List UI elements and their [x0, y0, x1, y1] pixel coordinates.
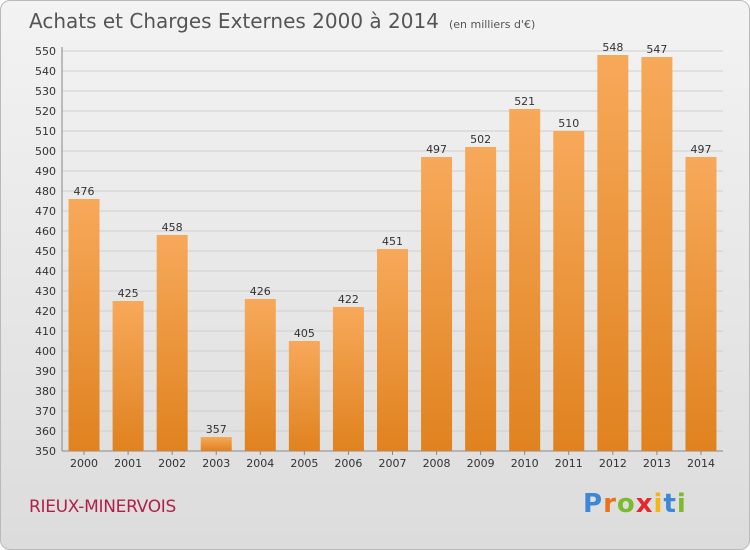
- y-tick-label: 490: [35, 165, 56, 178]
- bar-2004: [244, 299, 276, 451]
- bar-2014: [685, 157, 717, 451]
- x-tick-label-2008: 2008: [423, 457, 451, 470]
- bar-2006: [332, 307, 364, 451]
- value-label-2002: 458: [162, 221, 183, 234]
- x-tick-label-2004: 2004: [246, 457, 274, 470]
- location-label: RIEUX-MINERVOIS: [29, 497, 176, 517]
- value-label-2014: 497: [690, 143, 711, 156]
- bar-2012: [597, 55, 629, 451]
- value-label-2013: 547: [646, 43, 667, 56]
- y-tick-label: 400: [35, 345, 56, 358]
- x-tick-label-2006: 2006: [334, 457, 362, 470]
- x-tick-labels: 2000 2001 2002 2003 2004 2005 2006 2007 2008 2009…: [70, 457, 715, 470]
- value-label-2004: 426: [250, 285, 271, 298]
- bar-2013: [641, 57, 673, 451]
- x-tick-label-2003: 2003: [202, 457, 230, 470]
- logo-letter: r: [603, 489, 617, 519]
- x-tick-label-2013: 2013: [643, 457, 671, 470]
- y-tick-label: 540: [35, 65, 56, 78]
- x-tick-label-2005: 2005: [290, 457, 318, 470]
- y-tick-label: 380: [35, 385, 56, 398]
- value-label-2011: 510: [558, 117, 579, 130]
- value-labels: 476 425 458 357 426 405 422 451 497 502 521 510 548 5…: [74, 41, 712, 436]
- value-label-2000: 476: [74, 185, 95, 198]
- y-tick-label: 360: [35, 425, 56, 438]
- chart-subtitle: (en milliers d'€): [448, 18, 536, 31]
- proxiti-logo: Proxiti: [583, 489, 687, 519]
- value-label-2007: 451: [382, 235, 403, 248]
- value-label-2003: 357: [206, 423, 227, 436]
- value-label-2012: 548: [602, 41, 623, 54]
- y-tick-label: 550: [35, 45, 56, 58]
- logo-letter: x: [635, 489, 654, 519]
- bar-2000: [68, 199, 100, 451]
- y-tick-label: 520: [35, 105, 56, 118]
- bar-2008: [421, 157, 453, 451]
- x-tick-label-2014: 2014: [687, 457, 715, 470]
- value-label-2006: 422: [338, 293, 359, 306]
- x-tick-label-2000: 2000: [70, 457, 98, 470]
- chart-title: Achats et Charges Externes 2000 à 2014 (e…: [29, 9, 535, 33]
- x-tick-label-2009: 2009: [467, 457, 495, 470]
- x-tick-label-2002: 2002: [158, 457, 186, 470]
- value-label-2010: 521: [514, 95, 535, 108]
- x-tick-label-2012: 2012: [599, 457, 627, 470]
- y-tick-label: 470: [35, 205, 56, 218]
- y-tick-labels: 350 360 370 380 390 400 410 420 430 440 450 460 470 4…: [35, 45, 56, 458]
- y-tick-label: 420: [35, 305, 56, 318]
- bar-2009: [465, 147, 497, 451]
- x-tick-label-2007: 2007: [379, 457, 407, 470]
- x-tick-label-2010: 2010: [511, 457, 539, 470]
- logo-letter: i: [653, 489, 664, 519]
- chart-title-text: Achats et Charges Externes 2000 à 2014: [29, 9, 439, 33]
- y-tick-label: 350: [35, 445, 56, 458]
- y-tick-label: 480: [35, 185, 56, 198]
- value-label-2008: 497: [426, 143, 447, 156]
- x-tick-label-2001: 2001: [114, 457, 142, 470]
- y-tick-label: 370: [35, 405, 56, 418]
- x-tick-label-2011: 2011: [555, 457, 583, 470]
- bars: [68, 55, 717, 451]
- value-label-2005: 405: [294, 327, 315, 340]
- y-tick-label: 430: [35, 285, 56, 298]
- value-label-2009: 502: [470, 133, 491, 146]
- y-tick-label: 460: [35, 225, 56, 238]
- y-tick-label: 450: [35, 245, 56, 258]
- logo-letter: t: [663, 489, 677, 519]
- y-tick-label: 440: [35, 265, 56, 278]
- bar-2007: [377, 249, 408, 451]
- y-tick-label: 500: [35, 145, 56, 158]
- y-tick-label: 510: [35, 125, 56, 138]
- bar-2011: [553, 131, 585, 451]
- value-label-2001: 425: [118, 287, 139, 300]
- y-tick-label: 530: [35, 85, 56, 98]
- bar-2003: [200, 437, 232, 451]
- logo-letter: i: [676, 489, 687, 519]
- bar-2005: [288, 341, 320, 451]
- bar-2002: [156, 235, 188, 451]
- y-tick-label: 390: [35, 365, 56, 378]
- bar-2001: [112, 301, 144, 451]
- bar-2010: [509, 109, 541, 451]
- logo-letter: P: [583, 489, 604, 519]
- y-tick-label: 410: [35, 325, 56, 338]
- logo-letter: o: [616, 489, 636, 519]
